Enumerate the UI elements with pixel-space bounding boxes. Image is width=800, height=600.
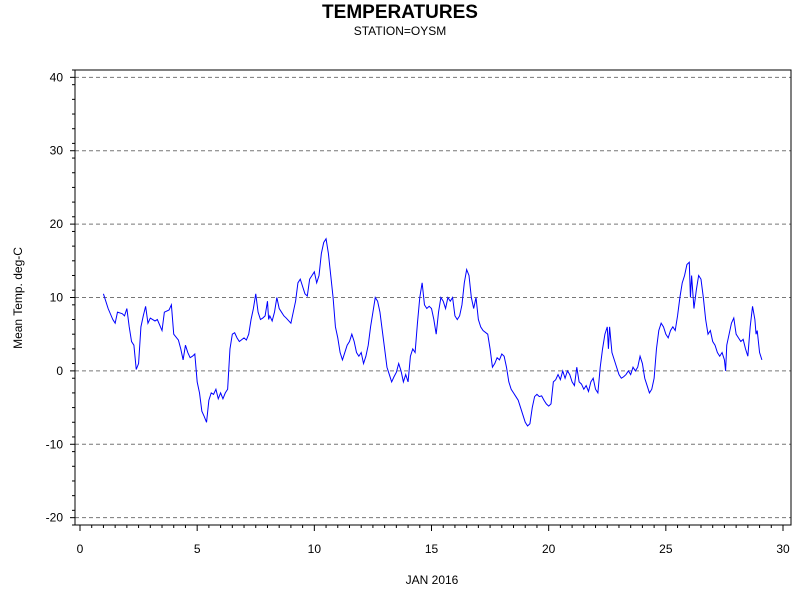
y-axis: -20 -10 0 10 20 30 40	[46, 69, 75, 526]
x-tick-label: 15	[425, 542, 439, 556]
y-tick-label: -20	[46, 511, 64, 525]
y-tick-label: 30	[50, 144, 64, 158]
x-axis-label: JAN 2016	[406, 573, 459, 587]
y-axis-label: Mean Temp. deg-C	[11, 247, 25, 349]
chart-title: TEMPERATURES	[322, 2, 478, 23]
y-tick-label: 20	[50, 217, 64, 231]
x-tick-label: 20	[542, 542, 556, 556]
x-tick-label: 25	[659, 542, 673, 556]
x-axis: 0 5 10 15 20 25 30	[77, 525, 790, 556]
chart-subtitle: STATION=OYSM	[354, 24, 447, 38]
x-tick-label: 5	[194, 542, 201, 556]
y-tick-label: 40	[50, 70, 64, 84]
y-tick-label: -10	[46, 437, 64, 451]
y-tick-label: 10	[50, 291, 64, 305]
x-tick-label: 10	[308, 542, 322, 556]
x-tick-label: 30	[776, 542, 790, 556]
x-tick-label: 0	[77, 542, 84, 556]
series-line	[102, 237, 763, 427]
y-tick-label: 0	[56, 364, 63, 378]
grid-lines	[75, 76, 791, 519]
